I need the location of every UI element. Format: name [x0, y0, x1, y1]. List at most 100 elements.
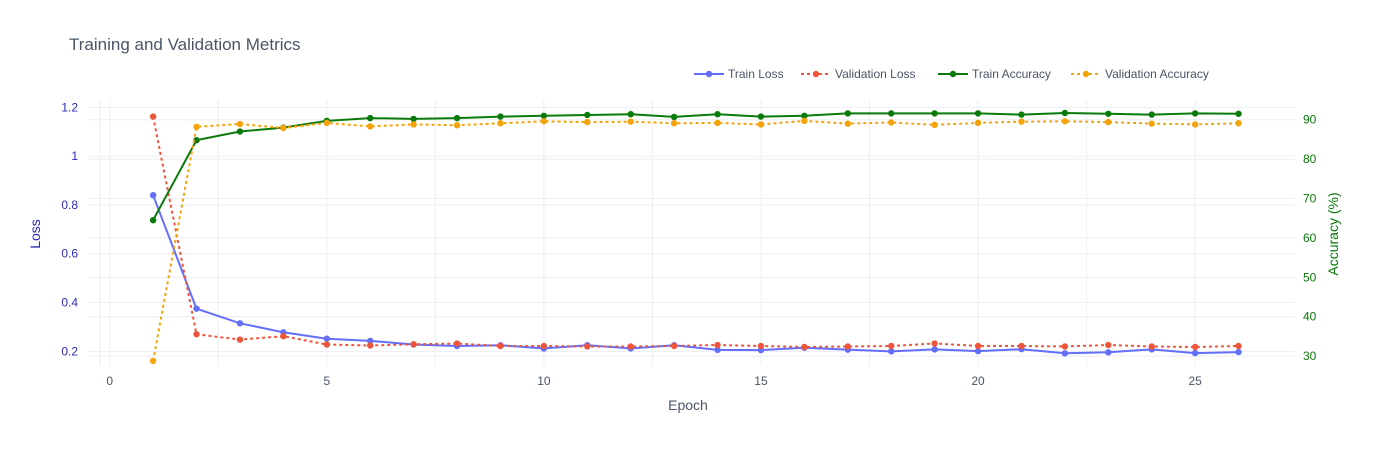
data-point[interactable]	[1191, 121, 1199, 128]
data-point[interactable]	[670, 342, 678, 350]
data-point[interactable]	[236, 320, 244, 327]
data-point[interactable]	[540, 112, 548, 119]
data-point[interactable]	[497, 342, 504, 350]
data-point[interactable]	[1235, 120, 1242, 127]
data-point[interactable]	[757, 121, 765, 128]
data-point[interactable]	[801, 343, 808, 351]
data-point[interactable]	[540, 342, 548, 350]
data-point[interactable]	[497, 120, 504, 127]
data-point[interactable]	[844, 110, 852, 117]
data-point[interactable]	[410, 121, 417, 128]
data-point[interactable]	[410, 115, 417, 123]
data-point[interactable]	[670, 113, 678, 121]
data-point[interactable]	[410, 341, 417, 348]
data-point[interactable]	[453, 114, 461, 122]
data-point[interactable]	[149, 191, 157, 199]
data-point[interactable]	[931, 340, 938, 347]
data-point[interactable]	[844, 120, 852, 127]
data-point[interactable]	[236, 128, 244, 135]
data-point[interactable]	[974, 347, 982, 355]
data-point[interactable]	[1105, 341, 1112, 349]
data-point[interactable]	[540, 118, 548, 125]
data-point[interactable]	[670, 120, 678, 127]
x-tick-label: 25	[1188, 374, 1202, 388]
data-point[interactable]	[367, 123, 374, 130]
data-point[interactable]	[931, 121, 938, 129]
data-point[interactable]	[584, 111, 591, 119]
y-left-tick-label: 0.2	[61, 344, 78, 358]
data-point[interactable]	[714, 346, 721, 354]
data-point[interactable]	[280, 124, 287, 132]
data-point[interactable]	[367, 337, 374, 345]
data-point[interactable]	[757, 342, 765, 350]
data-point[interactable]	[757, 113, 765, 120]
data-point[interactable]	[193, 331, 200, 338]
data-point[interactable]	[149, 357, 157, 365]
data-point[interactable]	[1061, 343, 1069, 350]
data-point[interactable]	[1191, 110, 1199, 117]
data-point[interactable]	[149, 113, 157, 120]
data-point[interactable]	[1105, 118, 1112, 126]
data-point[interactable]	[193, 123, 200, 130]
data-point[interactable]	[888, 348, 895, 355]
data-point[interactable]	[974, 110, 982, 117]
data-point[interactable]	[1148, 343, 1155, 350]
data-point[interactable]	[323, 119, 330, 127]
data-point[interactable]	[714, 110, 721, 118]
data-point[interactable]	[236, 336, 244, 343]
data-point[interactable]	[931, 110, 938, 117]
data-point[interactable]	[1235, 110, 1242, 117]
data-point[interactable]	[236, 120, 244, 128]
data-point[interactable]	[149, 216, 157, 224]
data-point[interactable]	[193, 305, 200, 312]
data-point[interactable]	[1148, 111, 1155, 118]
data-point[interactable]	[1191, 343, 1199, 351]
data-point[interactable]	[367, 342, 374, 349]
data-point[interactable]	[584, 343, 591, 350]
data-point[interactable]	[888, 119, 895, 126]
data-point[interactable]	[974, 119, 982, 127]
data-point[interactable]	[497, 113, 504, 120]
legend-swatch-marker	[1082, 70, 1090, 78]
data-point[interactable]	[1235, 348, 1242, 356]
data-point[interactable]	[714, 341, 721, 349]
data-point[interactable]	[1061, 118, 1069, 125]
data-point[interactable]	[323, 341, 330, 348]
legend-item[interactable]: Validation Loss	[801, 67, 916, 81]
data-point[interactable]	[801, 112, 808, 119]
data-point[interactable]	[1061, 350, 1069, 357]
data-point[interactable]	[1018, 111, 1025, 118]
data-point[interactable]	[1105, 110, 1112, 117]
legend-item[interactable]: Validation Accuracy	[1071, 67, 1209, 81]
data-point[interactable]	[323, 335, 330, 342]
series-line	[152, 116, 1239, 349]
x-tick-label: 10	[537, 374, 551, 388]
data-point[interactable]	[888, 110, 895, 117]
data-point[interactable]	[584, 118, 591, 126]
data-point[interactable]	[1105, 349, 1112, 356]
data-point[interactable]	[627, 110, 634, 118]
data-point[interactable]	[453, 340, 461, 347]
data-point[interactable]	[1235, 342, 1242, 350]
data-point[interactable]	[801, 117, 808, 125]
data-point[interactable]	[453, 122, 461, 129]
legend-swatch-marker	[705, 70, 713, 78]
data-point[interactable]	[844, 343, 852, 350]
data-point[interactable]	[367, 114, 374, 122]
series-train-loss	[149, 191, 1242, 357]
legend-item[interactable]: Train Accuracy	[938, 67, 1051, 81]
data-point[interactable]	[193, 136, 200, 144]
data-point[interactable]	[1018, 118, 1025, 125]
data-point[interactable]	[1061, 109, 1069, 117]
data-point[interactable]	[1148, 120, 1155, 127]
data-point[interactable]	[974, 342, 982, 350]
data-point[interactable]	[714, 119, 721, 127]
data-point[interactable]	[1191, 349, 1199, 357]
data-point[interactable]	[627, 343, 634, 350]
data-point[interactable]	[1018, 342, 1025, 350]
data-point[interactable]	[627, 118, 634, 125]
data-point[interactable]	[931, 346, 938, 353]
data-point[interactable]	[280, 333, 287, 340]
data-point[interactable]	[888, 342, 895, 350]
legend-item[interactable]: Train Loss	[694, 67, 784, 81]
